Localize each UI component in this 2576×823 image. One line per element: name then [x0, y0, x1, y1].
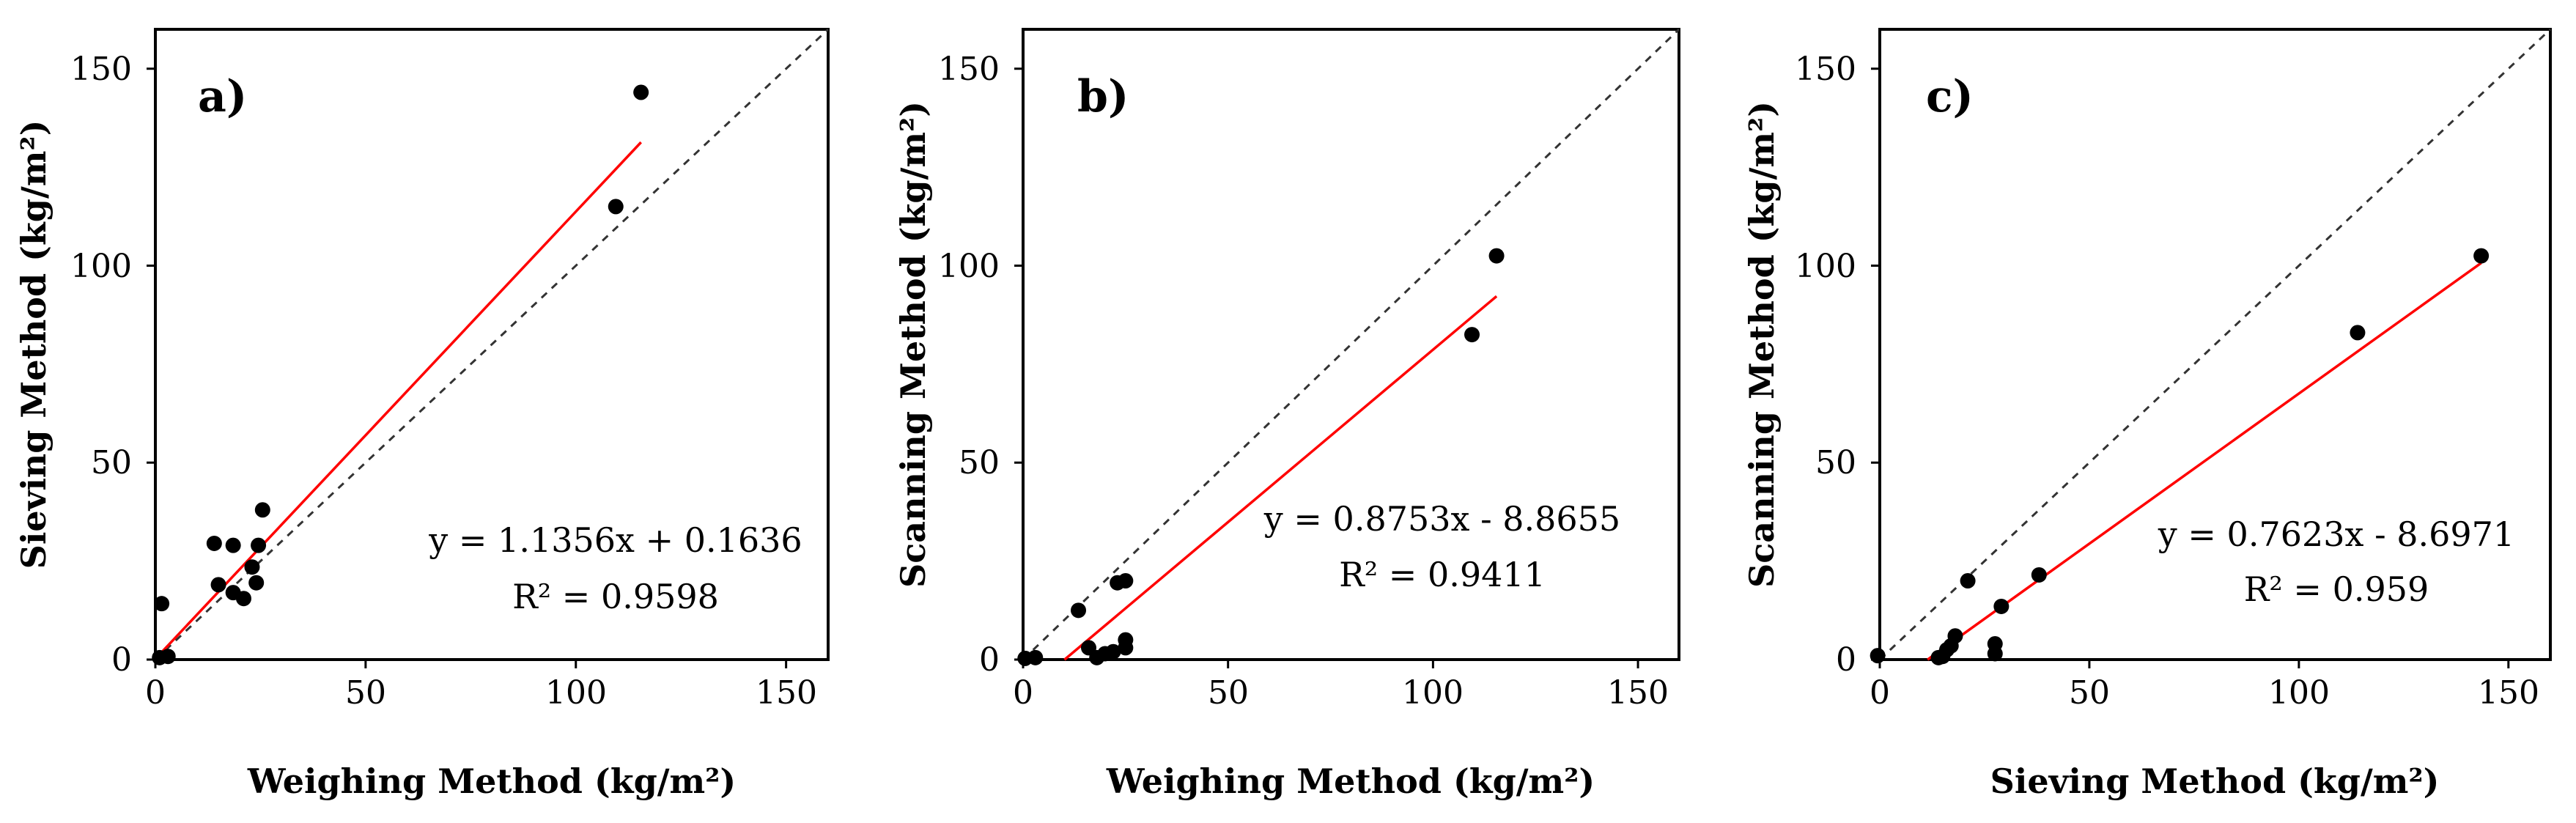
panel-a-x-tick-label-50: 50: [345, 674, 386, 712]
panel-c-x-axis-label: Sieving Method (kg/m²): [1990, 761, 2440, 801]
panel-c-data-point-6: [1960, 573, 1976, 588]
panel-b-x-tick-label-100: 100: [1402, 674, 1464, 712]
panel-a-x-tick-label-150: 150: [756, 674, 817, 712]
panel-b-data-point-1: [1027, 649, 1044, 665]
panel-a-plot-frame: [154, 28, 830, 661]
panel-a-data-point-2: [152, 649, 168, 665]
panel-a-data-point-12: [608, 199, 624, 215]
panel-b: 0 50 100 150 0 50 100 150 Weighing Metho…: [893, 28, 1680, 801]
panel-a-data-point-11: [248, 575, 265, 591]
panel-a-data-point-10: [235, 591, 251, 607]
panel-c-data-point-11: [2350, 325, 2366, 341]
panel-b-y-tick-label-0: 0: [979, 641, 1000, 679]
panel-c-y-tick-label-50: 50: [1815, 444, 1856, 481]
panel-c-y-axis-label: Scanning Method (kg/m²): [1742, 101, 1782, 588]
panel-b-x-axis-label: Weighing Method (kg/m²): [1106, 761, 1595, 801]
panel-a-data-point-0: [154, 596, 170, 612]
panel-a-x-tick-label-100: 100: [545, 674, 607, 712]
panel-c-r-squared: R² = 0.959: [2244, 569, 2429, 609]
panel-c-y-tick-label-100: 100: [1795, 248, 1856, 285]
panel-a: 0 50 100 150 0 50 100 150 Weighing Metho…: [14, 28, 830, 801]
panel-a-data-point-6: [251, 537, 267, 553]
panel-a-data-point-3: [206, 535, 222, 551]
panel-b-data-point-2: [1071, 602, 1087, 619]
panel-a-y-axis-label: Sieving Method (kg/m²): [14, 120, 53, 569]
panel-b-y-tick-label-150: 150: [938, 51, 1000, 88]
panel-b-fit-line: [1063, 295, 1498, 661]
panel-c-data-point-12: [2473, 248, 2490, 264]
panel-c-identity-line: [1878, 28, 2552, 661]
panel-c-plot-frame: [1878, 28, 2552, 661]
panel-c-data-point-8: [1987, 646, 2003, 662]
panel-b-points: [1017, 248, 1505, 666]
panel-b-x-tick-label-0: 0: [1013, 674, 1033, 712]
panel-a-data-point-8: [210, 577, 226, 593]
panel-c-x-tick-label-100: 100: [2268, 674, 2330, 712]
panel-b-y-tick-label-100: 100: [938, 248, 1000, 285]
panel-b-data-point-6: [1105, 643, 1121, 660]
panel-a-data-point-4: [225, 537, 241, 553]
panel-b-x-tick-label-50: 50: [1208, 674, 1249, 712]
panel-a-label: a): [198, 71, 247, 122]
panel-c-points: [1870, 248, 2490, 665]
panel-a-data-point-5: [254, 502, 270, 518]
panel-b-label: b): [1077, 71, 1129, 122]
panel-b-plot-frame: [1022, 28, 1680, 661]
panel-c-fit-equation: y = 0.7623x - 8.6971: [2158, 514, 2514, 554]
panel-b-data-point-8: [1118, 573, 1134, 588]
panel-a-y-tick-label-100: 100: [70, 248, 132, 285]
panel-b-x-tick-label-150: 150: [1607, 674, 1669, 712]
panel-c-y-tick-label-150: 150: [1795, 51, 1856, 88]
panel-b-identity-line: [1022, 28, 1680, 661]
panel-b-fit-equation: y = 0.8753x - 8.8655: [1263, 499, 1620, 539]
panel-c-x-tick-label-50: 50: [2069, 674, 2110, 712]
panel-a-fit-equation: y = 1.1356x + 0.1636: [428, 520, 802, 560]
panel-a-data-point-13: [633, 84, 649, 100]
panel-a-points: [152, 84, 649, 665]
panel-c-x-tick-label-0: 0: [1870, 674, 1890, 712]
panel-b-data-point-10: [1118, 640, 1134, 656]
panel-a-x-tick-label-0: 0: [145, 674, 166, 712]
panel-c-data-point-0: [1870, 648, 1886, 664]
panel-a-data-point-7: [244, 559, 260, 575]
panel-c-fit-line: [1927, 262, 2482, 661]
panel-c: 0 50 100 150 0 50 100 150 Sieving Method…: [1742, 28, 2552, 801]
panel-b-y-tick-label-50: 50: [959, 444, 1000, 481]
panel-b-y-axis-label: Scanning Method (kg/m²): [893, 101, 933, 588]
panel-a-fit-line: [158, 141, 642, 656]
panel-a-y-tick-label-150: 150: [70, 51, 132, 88]
panel-c-data-point-5: [1947, 628, 1963, 644]
panel-a-y-tick-label-50: 50: [91, 444, 132, 481]
panel-c-label: c): [1926, 71, 1974, 122]
panel-c-data-point-10: [2031, 566, 2047, 583]
panel-c-y-tick-label-0: 0: [1836, 641, 1856, 679]
panel-a-r-squared: R² = 0.9598: [512, 577, 719, 616]
panel-b-data-point-11: [1464, 327, 1480, 343]
panel-a-x-axis-label: Weighing Method (kg/m²): [247, 761, 736, 801]
panel-a-y-tick-label-0: 0: [111, 641, 132, 679]
panel-b-data-point-12: [1488, 248, 1505, 264]
panel-b-r-squared: R² = 0.9411: [1339, 555, 1546, 594]
panel-c-data-point-9: [1993, 598, 2009, 614]
panel-c-x-tick-label-150: 150: [2478, 674, 2539, 712]
panel-a-identity-line: [154, 28, 830, 661]
